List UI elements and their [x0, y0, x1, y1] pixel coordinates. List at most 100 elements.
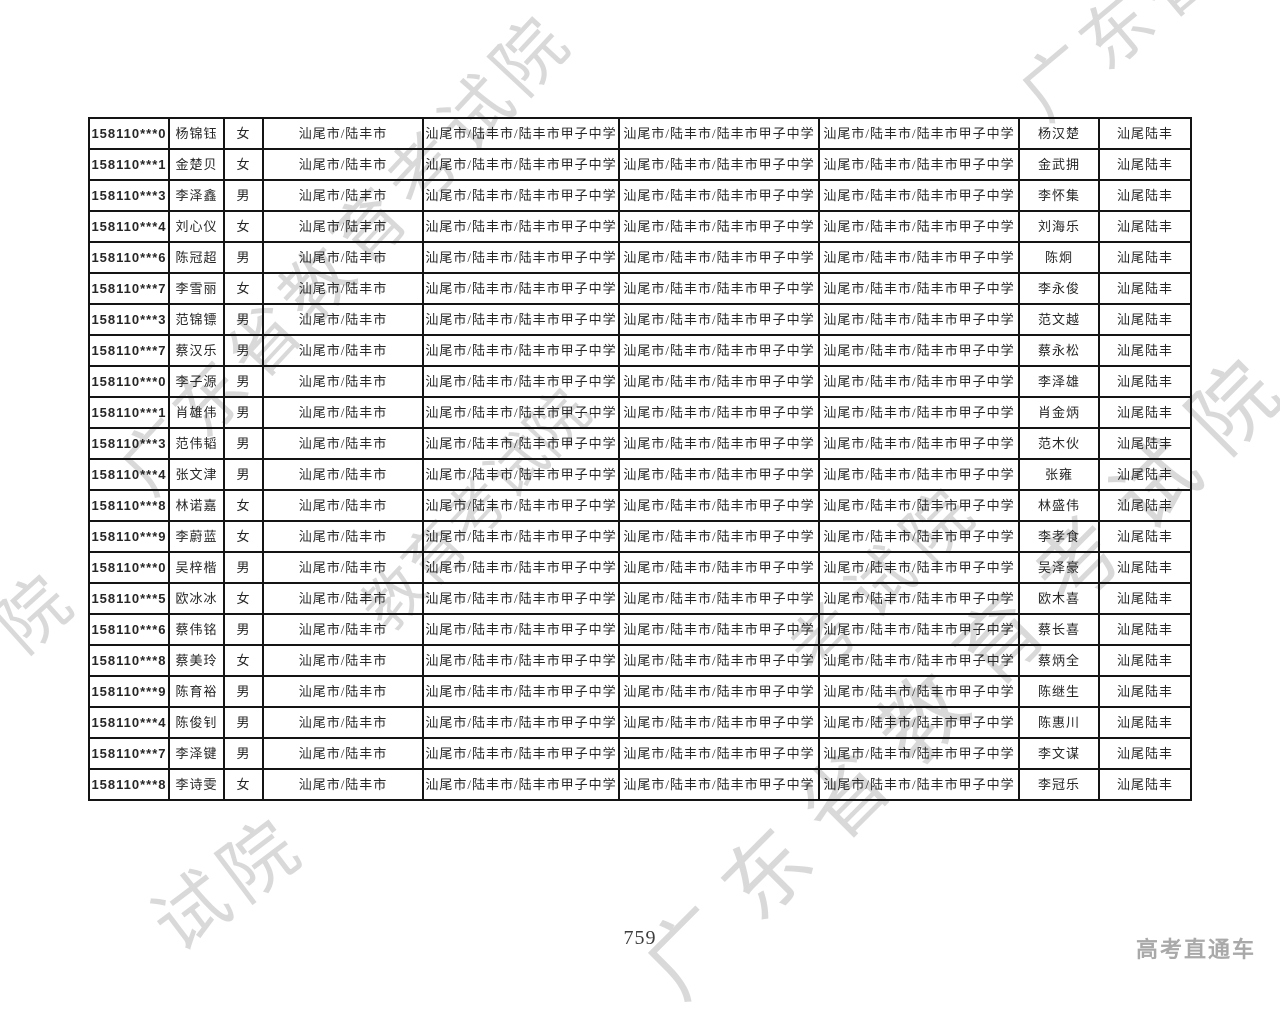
- cell-gender: 男: [223, 427, 264, 460]
- cell-gender: 女: [223, 768, 264, 801]
- cell-region: 汕尾陆丰: [1098, 706, 1192, 739]
- cell-city: 汕尾市/陆丰市: [262, 427, 424, 460]
- cell-city: 汕尾市/陆丰市: [262, 179, 424, 212]
- cell-name: 李子源: [168, 365, 225, 398]
- cell-school-1: 汕尾市/陆丰市/陆丰市甲子中学: [422, 520, 620, 553]
- cell-school-1: 汕尾市/陆丰市/陆丰市甲子中学: [422, 737, 620, 770]
- cell-name: 杨锦钰: [168, 117, 225, 150]
- cell-school-1: 汕尾市/陆丰市/陆丰市甲子中学: [422, 644, 620, 677]
- cell-name: 张文津: [168, 458, 225, 491]
- cell-city: 汕尾市/陆丰市: [262, 551, 424, 584]
- cell-name: 吴梓楷: [168, 551, 225, 584]
- cell-gender: 女: [223, 489, 264, 522]
- cell-school-2: 汕尾市/陆丰市/陆丰市甲子中学: [618, 272, 820, 305]
- brand-label: 高考直通车: [1136, 938, 1257, 963]
- cell-city: 汕尾市/陆丰市: [262, 582, 424, 615]
- cell-exam-id: 158110***0: [88, 117, 170, 150]
- cell-name: 蔡美玲: [168, 644, 225, 677]
- cell-school-2: 汕尾市/陆丰市/陆丰市甲子中学: [618, 148, 820, 181]
- cell-school-2: 汕尾市/陆丰市/陆丰市甲子中学: [618, 365, 820, 398]
- cell-school-2: 汕尾市/陆丰市/陆丰市甲子中学: [618, 303, 820, 336]
- cell-gender: 男: [223, 551, 264, 584]
- cell-region: 汕尾陆丰: [1098, 396, 1192, 429]
- cell-school-1: 汕尾市/陆丰市/陆丰市甲子中学: [422, 148, 620, 181]
- cell-school-1: 汕尾市/陆丰市/陆丰市甲子中学: [422, 768, 620, 801]
- table-row: 158110***0 李子源男汕尾市/陆丰市 汕尾市/陆丰市/陆丰市甲子中学 汕尾市/…: [88, 365, 1192, 398]
- cell-city: 汕尾市/陆丰市: [262, 396, 424, 429]
- table-row: 158110***7 李泽键男汕尾市/陆丰市 汕尾市/陆丰市/陆丰市甲子中学 汕尾市/…: [88, 737, 1192, 770]
- cell-city: 汕尾市/陆丰市: [262, 675, 424, 708]
- cell-exam-id: 158110***8: [88, 644, 170, 677]
- cell-region: 汕尾陆丰: [1098, 768, 1192, 801]
- cell-school-2: 汕尾市/陆丰市/陆丰市甲子中学: [618, 427, 820, 460]
- table-row: 158110***3 范锦镖男汕尾市/陆丰市 汕尾市/陆丰市/陆丰市甲子中学 汕尾市/…: [88, 303, 1192, 336]
- cell-school-2: 汕尾市/陆丰市/陆丰市甲子中学: [618, 396, 820, 429]
- cell-school-2: 汕尾市/陆丰市/陆丰市甲子中学: [618, 768, 820, 801]
- cell-school-1: 汕尾市/陆丰市/陆丰市甲子中学: [422, 613, 620, 646]
- cell-city: 汕尾市/陆丰市: [262, 241, 424, 274]
- cell-gender: 男: [223, 706, 264, 739]
- cell-region: 汕尾陆丰: [1098, 489, 1192, 522]
- cell-contact-name: 金武拥: [1018, 148, 1100, 181]
- cell-school-1: 汕尾市/陆丰市/陆丰市甲子中学: [422, 427, 620, 460]
- cell-contact-name: 李泽雄: [1018, 365, 1100, 398]
- cell-exam-id: 158110***5: [88, 582, 170, 615]
- cell-contact-name: 李永俊: [1018, 272, 1100, 305]
- cell-city: 汕尾市/陆丰市: [262, 148, 424, 181]
- cell-school-2: 汕尾市/陆丰市/陆丰市甲子中学: [618, 706, 820, 739]
- cell-school-2: 汕尾市/陆丰市/陆丰市甲子中学: [618, 737, 820, 770]
- cell-city: 汕尾市/陆丰市: [262, 520, 424, 553]
- cell-region: 汕尾陆丰: [1098, 334, 1192, 367]
- cell-region: 汕尾陆丰: [1098, 148, 1192, 181]
- cell-region: 汕尾陆丰: [1098, 117, 1192, 150]
- table-row: 158110***5 欧冰冰女汕尾市/陆丰市 汕尾市/陆丰市/陆丰市甲子中学 汕尾市/…: [88, 582, 1192, 615]
- cell-contact-name: 李冠乐: [1018, 768, 1100, 801]
- cell-gender: 男: [223, 303, 264, 336]
- cell-school-3: 汕尾市/陆丰市/陆丰市甲子中学: [818, 706, 1020, 739]
- cell-school-1: 汕尾市/陆丰市/陆丰市甲子中学: [422, 582, 620, 615]
- cell-gender: 女: [223, 644, 264, 677]
- cell-name: 李蔚蓝: [168, 520, 225, 553]
- cell-school-3: 汕尾市/陆丰市/陆丰市甲子中学: [818, 520, 1020, 553]
- cell-name: 肖雄伟: [168, 396, 225, 429]
- cell-name: 李雪丽: [168, 272, 225, 305]
- cell-gender: 男: [223, 675, 264, 708]
- cell-exam-id: 158110***4: [88, 458, 170, 491]
- cell-school-3: 汕尾市/陆丰市/陆丰市甲子中学: [818, 303, 1020, 336]
- cell-region: 汕尾陆丰: [1098, 365, 1192, 398]
- cell-region: 汕尾陆丰: [1098, 272, 1192, 305]
- cell-name: 陈冠超: [168, 241, 225, 274]
- table-row: 158110***1 肖雄伟男汕尾市/陆丰市 汕尾市/陆丰市/陆丰市甲子中学 汕尾市/…: [88, 396, 1192, 429]
- cell-name: 陈俊钊: [168, 706, 225, 739]
- cell-school-3: 汕尾市/陆丰市/陆丰市甲子中学: [818, 551, 1020, 584]
- cell-exam-id: 158110***9: [88, 520, 170, 553]
- cell-gender: 女: [223, 210, 264, 243]
- table-row: 158110***9 李蔚蓝女汕尾市/陆丰市 汕尾市/陆丰市/陆丰市甲子中学 汕尾市/…: [88, 520, 1192, 553]
- cell-gender: 女: [223, 520, 264, 553]
- cell-contact-name: 刘海乐: [1018, 210, 1100, 243]
- cell-gender: 男: [223, 241, 264, 274]
- cell-name: 李泽键: [168, 737, 225, 770]
- cell-school-1: 汕尾市/陆丰市/陆丰市甲子中学: [422, 272, 620, 305]
- cell-region: 汕尾陆丰: [1098, 210, 1192, 243]
- cell-gender: 男: [223, 179, 264, 212]
- cell-contact-name: 林盛伟: [1018, 489, 1100, 522]
- cell-region: 汕尾陆丰: [1098, 582, 1192, 615]
- cell-gender: 男: [223, 396, 264, 429]
- cell-city: 汕尾市/陆丰市: [262, 117, 424, 150]
- cell-gender: 女: [223, 117, 264, 150]
- cell-region: 汕尾陆丰: [1098, 737, 1192, 770]
- cell-school-1: 汕尾市/陆丰市/陆丰市甲子中学: [422, 489, 620, 522]
- cell-exam-id: 158110***4: [88, 210, 170, 243]
- cell-exam-id: 158110***3: [88, 179, 170, 212]
- table-row: 158110***3 李泽鑫男汕尾市/陆丰市 汕尾市/陆丰市/陆丰市甲子中学 汕尾市/…: [88, 179, 1192, 212]
- cell-exam-id: 158110***6: [88, 241, 170, 274]
- cell-city: 汕尾市/陆丰市: [262, 613, 424, 646]
- cell-school-3: 汕尾市/陆丰市/陆丰市甲子中学: [818, 458, 1020, 491]
- cell-name: 林诺嘉: [168, 489, 225, 522]
- table-row: 158110***0 吴梓楷男汕尾市/陆丰市 汕尾市/陆丰市/陆丰市甲子中学 汕尾市/…: [88, 551, 1192, 584]
- cell-school-3: 汕尾市/陆丰市/陆丰市甲子中学: [818, 489, 1020, 522]
- table-row: 158110***4 陈俊钊男汕尾市/陆丰市 汕尾市/陆丰市/陆丰市甲子中学 汕尾市/…: [88, 706, 1192, 739]
- cell-region: 汕尾陆丰: [1098, 427, 1192, 460]
- cell-region: 汕尾陆丰: [1098, 179, 1192, 212]
